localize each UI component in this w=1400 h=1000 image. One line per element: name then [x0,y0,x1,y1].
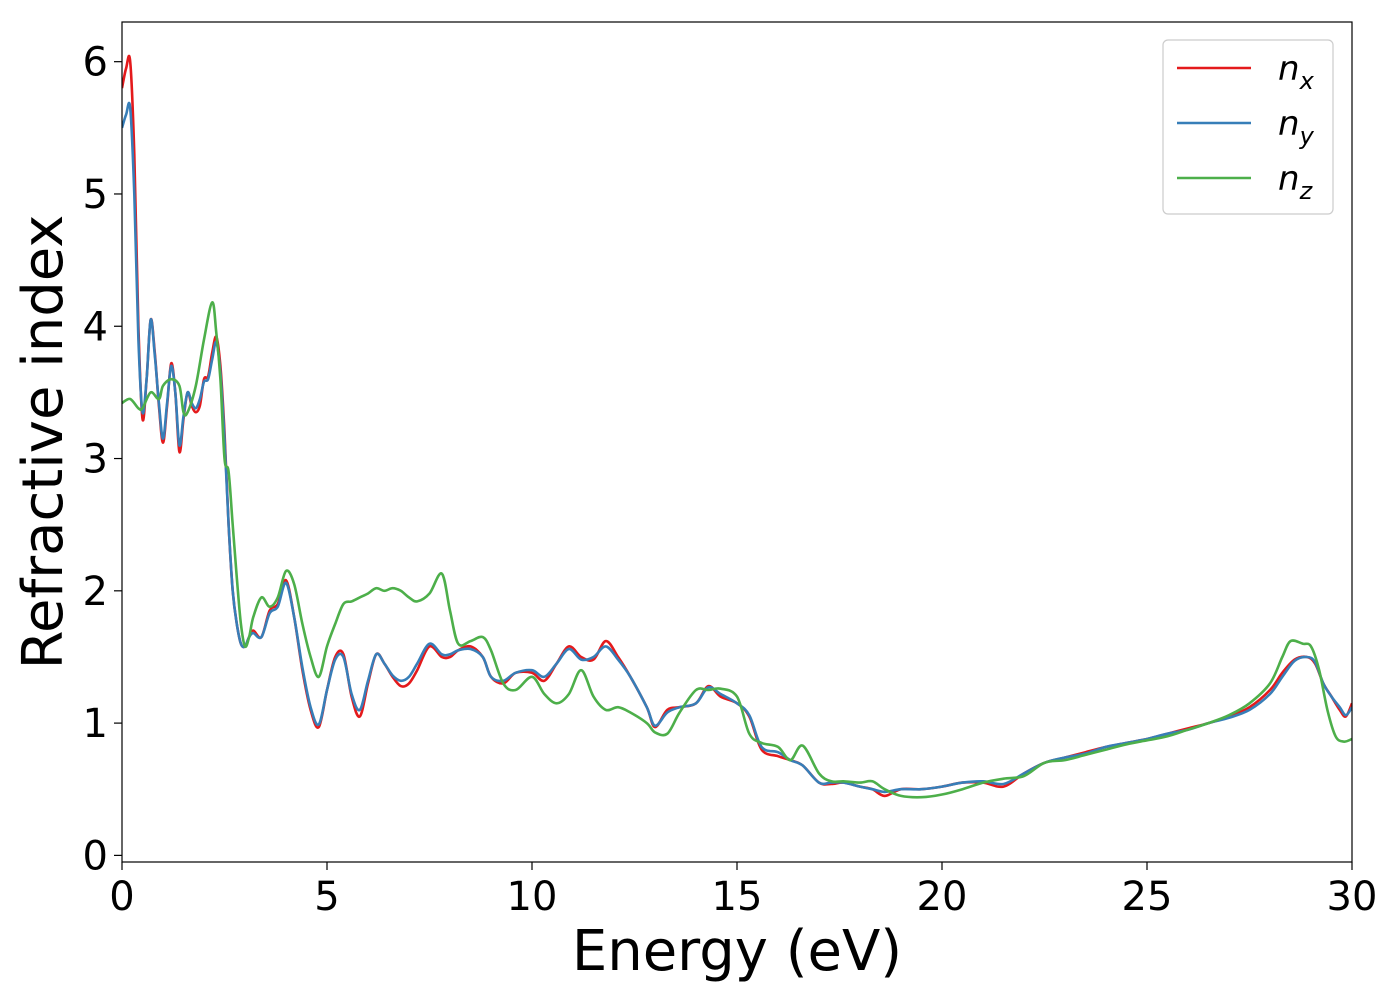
x-tick-label: 20 [917,874,968,920]
x-tick-label: 25 [1122,874,1173,920]
legend-label-base: n [1278,49,1300,89]
y-tick-label: 0 [83,833,108,879]
x-axis-ticks: 0 5 10 15 20 25 30 [109,862,1377,920]
y-axis-ticks: 0 1 2 3 4 5 6 [83,40,122,879]
y-axis-label: Refractive index [11,215,76,670]
legend-label-x: nx [1278,49,1315,95]
y-tick-label: 3 [83,437,108,483]
x-axis-label: Energy (eV) [572,919,902,984]
legend-label-subscript: x [1299,67,1315,95]
legend-label-subscript: z [1299,177,1314,205]
series-line-z [122,301,1352,799]
x-tick-label: 15 [712,874,763,920]
legend-label-subscript: y [1299,122,1315,150]
legend-label-y: ny [1278,104,1315,150]
y-tick-label: 4 [83,304,108,350]
y-tick-label: 5 [83,172,108,218]
legend-label-z: nz [1278,159,1314,205]
x-tick-label: 30 [1327,874,1378,920]
y-tick-label: 2 [83,569,108,615]
x-tick-label: 0 [109,874,134,920]
plot-lines [122,54,1352,799]
legend-label-base: n [1278,104,1300,144]
legend-label-base: n [1278,159,1300,199]
y-tick-label: 1 [83,701,108,747]
x-tick-label: 5 [314,874,339,920]
y-tick-label: 6 [83,40,108,86]
legend-box [1162,39,1334,215]
x-tick-label: 10 [507,874,558,920]
